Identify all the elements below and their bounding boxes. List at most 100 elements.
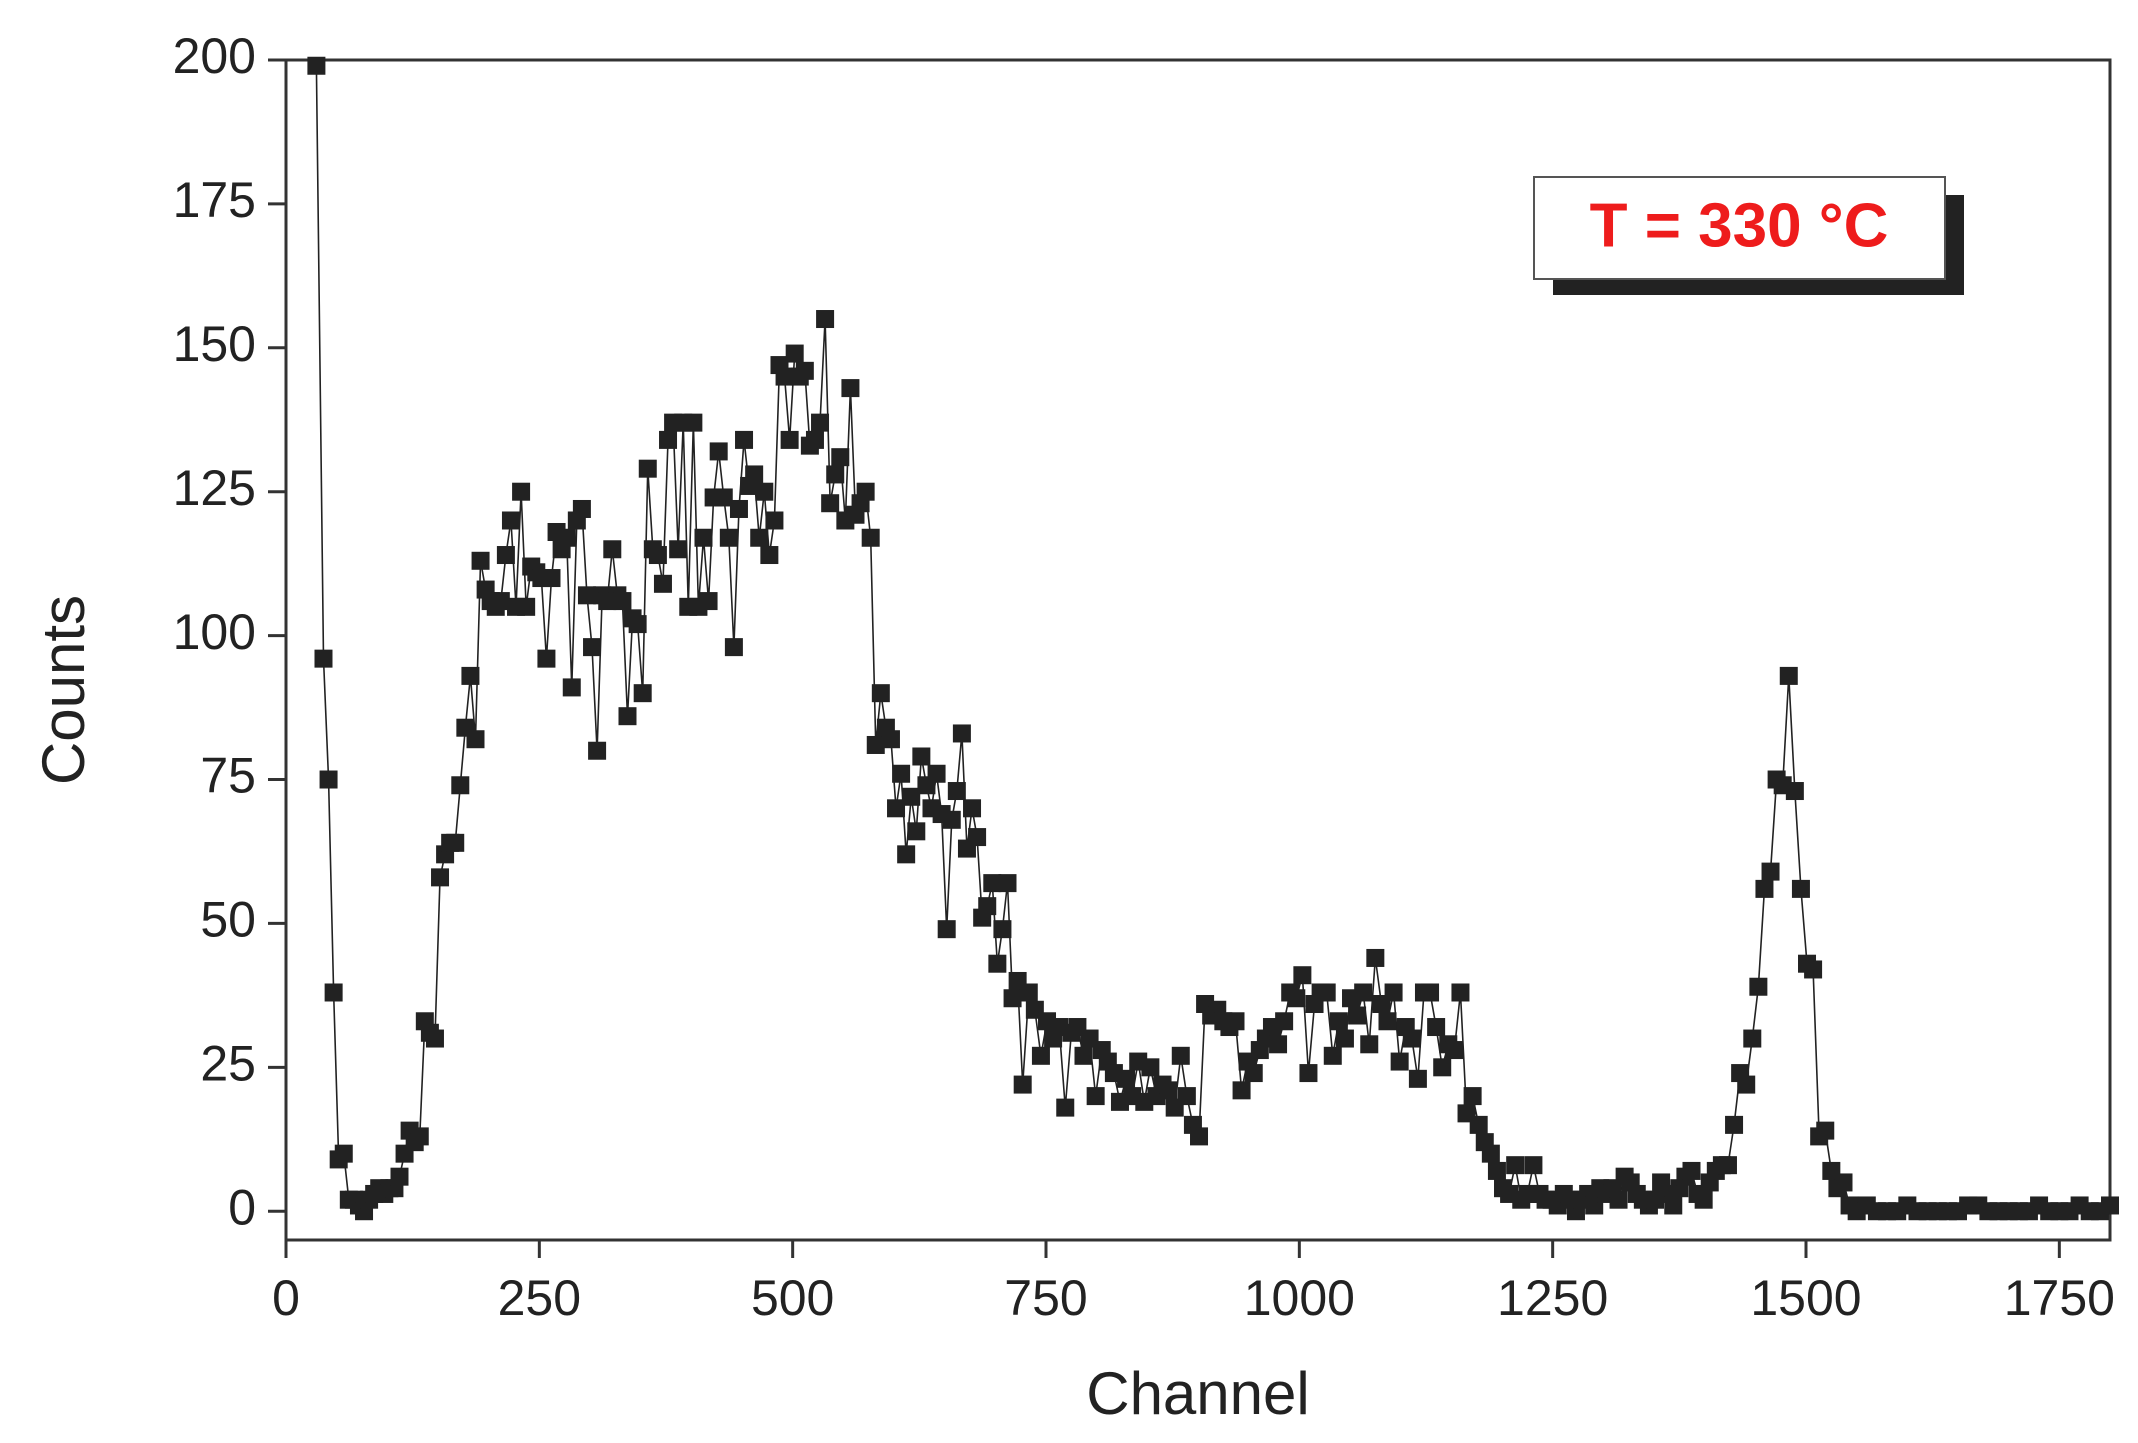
data-point	[1402, 1029, 1421, 1048]
data-point	[1761, 862, 1780, 881]
data-point	[1451, 983, 1470, 1002]
data-point	[902, 787, 921, 806]
data-point	[714, 488, 733, 507]
data-point	[881, 730, 900, 749]
data-point	[557, 528, 576, 547]
x-tick-label: 1750	[2004, 1270, 2115, 1326]
data-point	[613, 592, 632, 611]
data-point	[993, 920, 1012, 939]
data-point	[537, 649, 556, 668]
data-point	[1609, 1190, 1628, 1209]
data-point	[1725, 1115, 1744, 1134]
y-tick-label: 100	[173, 604, 256, 660]
data-point	[491, 592, 510, 611]
data-point	[1269, 1035, 1288, 1054]
data-point	[1171, 1046, 1190, 1065]
data-point	[1487, 1161, 1506, 1180]
data-point	[795, 361, 814, 380]
data-point	[1718, 1156, 1737, 1175]
data-point	[805, 430, 824, 449]
data-point	[1159, 1081, 1178, 1100]
x-tick-label: 250	[498, 1270, 581, 1326]
data-point	[871, 684, 890, 703]
data-point	[618, 707, 637, 726]
data-point	[709, 442, 728, 461]
data-point	[1299, 1064, 1318, 1083]
data-point	[947, 782, 966, 801]
data-point	[821, 494, 840, 513]
y-tick-label: 0	[228, 1179, 256, 1235]
data-point	[1117, 1069, 1136, 1088]
data-point	[694, 528, 713, 547]
data-point	[512, 482, 531, 501]
y-tick-label: 25	[200, 1036, 256, 1092]
y-tick-label: 150	[173, 316, 256, 372]
data-point	[638, 459, 657, 478]
data-point	[542, 569, 561, 588]
data-point	[603, 540, 622, 559]
data-point	[659, 430, 678, 449]
data-point	[785, 344, 804, 363]
data-point	[1791, 879, 1810, 898]
x-tick-label: 0	[272, 1270, 300, 1326]
data-point	[729, 499, 748, 518]
y-axis-title: Counts	[30, 595, 97, 785]
data-point	[963, 799, 982, 818]
data-point	[648, 546, 667, 565]
data-point	[1664, 1196, 1683, 1215]
x-tick-label: 500	[751, 1270, 834, 1326]
data-point	[1390, 1052, 1409, 1071]
data-point	[1421, 983, 1440, 1002]
data-point	[780, 430, 799, 449]
data-point	[1779, 666, 1798, 685]
data-point	[1232, 1081, 1251, 1100]
y-tick-label: 75	[200, 748, 256, 804]
data-point	[577, 586, 596, 605]
data-point	[1329, 1012, 1348, 1031]
data-point	[750, 528, 769, 547]
data-point	[1360, 1035, 1379, 1054]
data-point	[765, 511, 784, 530]
data-point	[1226, 1012, 1245, 1031]
data-point	[1408, 1069, 1427, 1088]
data-point	[583, 638, 602, 657]
data-point	[1244, 1064, 1263, 1083]
data-point	[927, 764, 946, 783]
data-point	[841, 379, 860, 398]
data-point	[1816, 1121, 1835, 1140]
data-point	[1056, 1098, 1075, 1117]
data-point	[831, 448, 850, 467]
data-point	[334, 1144, 353, 1163]
data-point	[410, 1127, 429, 1146]
data-point	[2101, 1196, 2119, 1215]
data-point	[978, 897, 997, 916]
data-point	[1031, 1046, 1050, 1065]
data-point	[952, 724, 971, 743]
data-point	[1141, 1058, 1160, 1077]
data-point	[1755, 879, 1774, 898]
data-point	[1463, 1087, 1482, 1106]
data-point	[1743, 1029, 1762, 1048]
data-point	[912, 747, 931, 766]
data-point	[572, 499, 591, 518]
data-point	[1335, 1029, 1354, 1048]
data-point	[1433, 1058, 1452, 1077]
y-tick-label: 125	[173, 460, 256, 516]
data-point	[735, 430, 754, 449]
data-point	[1378, 1012, 1397, 1031]
data-point	[1177, 1087, 1196, 1106]
data-point	[517, 597, 536, 616]
data-point	[461, 666, 480, 685]
data-point	[755, 482, 774, 501]
data-point	[390, 1167, 409, 1186]
data-point	[431, 868, 450, 887]
data-point	[1003, 989, 1022, 1008]
y-tick-label: 200	[173, 28, 256, 84]
annotation: T = 330 °C	[1590, 191, 1889, 260]
data-point	[1469, 1115, 1488, 1134]
data-point	[1737, 1075, 1756, 1094]
data-point	[699, 592, 718, 611]
data-point	[653, 574, 672, 593]
